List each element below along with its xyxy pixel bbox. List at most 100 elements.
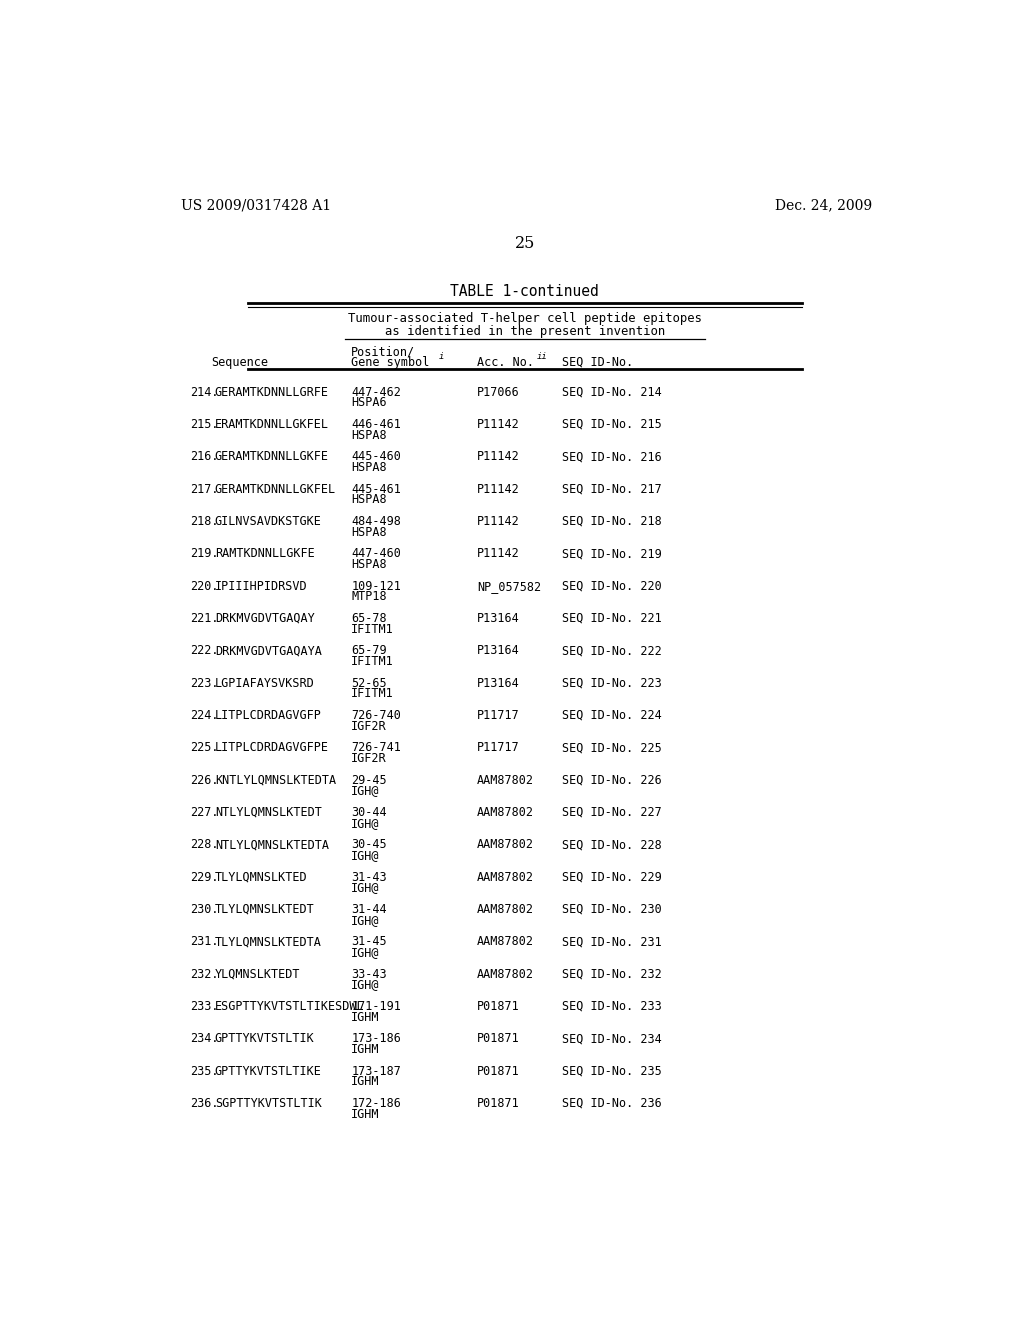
Text: IGH@: IGH@ xyxy=(351,849,380,862)
Text: SEQ ID-No. 223: SEQ ID-No. 223 xyxy=(562,677,662,689)
Text: DRKMVGDVTGAQAYA: DRKMVGDVTGAQAYA xyxy=(215,644,322,657)
Text: ESGPTTYKVTSTLTIKESDWL: ESGPTTYKVTSTLTIKESDWL xyxy=(215,1001,365,1012)
Text: 173-187: 173-187 xyxy=(351,1065,401,1077)
Text: IPIIIHPIDRSVD: IPIIIHPIDRSVD xyxy=(215,579,307,593)
Text: IGH@: IGH@ xyxy=(351,784,380,797)
Text: SEQ ID-No. 232: SEQ ID-No. 232 xyxy=(562,968,662,981)
Text: TLYLQMNSLKTEDT: TLYLQMNSLKTEDT xyxy=(215,903,314,916)
Text: AAM87802: AAM87802 xyxy=(477,871,534,883)
Text: GERAMTKDNNLLGKFEL: GERAMTKDNNLLGKFEL xyxy=(215,483,336,495)
Text: Sequence: Sequence xyxy=(212,355,268,368)
Text: KNTLYLQMNSLKTEDTA: KNTLYLQMNSLKTEDTA xyxy=(215,774,336,787)
Text: 222.: 222. xyxy=(190,644,218,657)
Text: 172-186: 172-186 xyxy=(351,1097,401,1110)
Text: 234.: 234. xyxy=(190,1032,218,1045)
Text: P11142: P11142 xyxy=(477,450,519,463)
Text: SEQ ID-No. 231: SEQ ID-No. 231 xyxy=(562,936,662,948)
Text: as identified in the present invention: as identified in the present invention xyxy=(385,326,665,338)
Text: TABLE 1-continued: TABLE 1-continued xyxy=(451,284,599,298)
Text: 230.: 230. xyxy=(190,903,218,916)
Text: P13164: P13164 xyxy=(477,644,519,657)
Text: TLYLQMNSLKTED: TLYLQMNSLKTED xyxy=(215,871,307,883)
Text: 484-498: 484-498 xyxy=(351,515,401,528)
Text: 219.: 219. xyxy=(190,548,218,560)
Text: 229.: 229. xyxy=(190,871,218,883)
Text: P11142: P11142 xyxy=(477,548,519,560)
Text: GERAMTKDNNLLGRFE: GERAMTKDNNLLGRFE xyxy=(215,385,329,399)
Text: 218.: 218. xyxy=(190,515,218,528)
Text: SEQ ID-No. 235: SEQ ID-No. 235 xyxy=(562,1065,662,1077)
Text: 30-44: 30-44 xyxy=(351,807,387,818)
Text: 445-460: 445-460 xyxy=(351,450,401,463)
Text: GPTTYKVTSTLTIKE: GPTTYKVTSTLTIKE xyxy=(215,1065,322,1077)
Text: HSPA8: HSPA8 xyxy=(351,558,387,572)
Text: 446-461: 446-461 xyxy=(351,418,401,430)
Text: SEQ ID-No. 225: SEQ ID-No. 225 xyxy=(562,742,662,754)
Text: 224.: 224. xyxy=(190,709,218,722)
Text: LITPLCDRDAGVGFP: LITPLCDRDAGVGFP xyxy=(215,709,322,722)
Text: IGHM: IGHM xyxy=(351,1011,380,1024)
Text: 447-460: 447-460 xyxy=(351,548,401,560)
Text: AAM87802: AAM87802 xyxy=(477,903,534,916)
Text: HSPA8: HSPA8 xyxy=(351,461,387,474)
Text: 233.: 233. xyxy=(190,1001,218,1012)
Text: 236.: 236. xyxy=(190,1097,218,1110)
Text: HSPA8: HSPA8 xyxy=(351,525,387,539)
Text: 216.: 216. xyxy=(190,450,218,463)
Text: MTP18: MTP18 xyxy=(351,590,387,603)
Text: IGF2R: IGF2R xyxy=(351,752,387,766)
Text: IGH@: IGH@ xyxy=(351,913,380,927)
Text: 225.: 225. xyxy=(190,742,218,754)
Text: AAM87802: AAM87802 xyxy=(477,838,534,851)
Text: TLYLQMNSLKTEDTA: TLYLQMNSLKTEDTA xyxy=(215,936,322,948)
Text: SEQ ID-No. 229: SEQ ID-No. 229 xyxy=(562,871,662,883)
Text: Tumour-associated T-helper cell peptide epitopes: Tumour-associated T-helper cell peptide … xyxy=(348,313,701,326)
Text: AAM87802: AAM87802 xyxy=(477,807,534,818)
Text: 447-462: 447-462 xyxy=(351,385,401,399)
Text: SEQ ID-No. 217: SEQ ID-No. 217 xyxy=(562,483,662,495)
Text: P01871: P01871 xyxy=(477,1032,519,1045)
Text: 235.: 235. xyxy=(190,1065,218,1077)
Text: SEQ ID-No. 227: SEQ ID-No. 227 xyxy=(562,807,662,818)
Text: AAM87802: AAM87802 xyxy=(477,968,534,981)
Text: 65-78: 65-78 xyxy=(351,612,387,624)
Text: GERAMTKDNNLLGKFE: GERAMTKDNNLLGKFE xyxy=(215,450,329,463)
Text: SEQ ID-No. 221: SEQ ID-No. 221 xyxy=(562,612,662,624)
Text: Dec. 24, 2009: Dec. 24, 2009 xyxy=(775,198,872,213)
Text: SEQ ID-No. 214: SEQ ID-No. 214 xyxy=(562,385,662,399)
Text: 29-45: 29-45 xyxy=(351,774,387,787)
Text: SGPTTYKVTSTLTIK: SGPTTYKVTSTLTIK xyxy=(215,1097,322,1110)
Text: 726-740: 726-740 xyxy=(351,709,401,722)
Text: 31-45: 31-45 xyxy=(351,936,387,948)
Text: 220.: 220. xyxy=(190,579,218,593)
Text: 231.: 231. xyxy=(190,936,218,948)
Text: 217.: 217. xyxy=(190,483,218,495)
Text: i: i xyxy=(438,352,444,362)
Text: NP_057582: NP_057582 xyxy=(477,579,541,593)
Text: SEQ ID-No.: SEQ ID-No. xyxy=(562,355,633,368)
Text: 109-121: 109-121 xyxy=(351,579,401,593)
Text: 173-186: 173-186 xyxy=(351,1032,401,1045)
Text: IFITM1: IFITM1 xyxy=(351,623,394,636)
Text: IFITM1: IFITM1 xyxy=(351,655,394,668)
Text: HSPA6: HSPA6 xyxy=(351,396,387,409)
Text: LITPLCDRDAGVGFPE: LITPLCDRDAGVGFPE xyxy=(215,742,329,754)
Text: 214.: 214. xyxy=(190,385,218,399)
Text: AAM87802: AAM87802 xyxy=(477,774,534,787)
Text: 30-45: 30-45 xyxy=(351,838,387,851)
Text: 33-43: 33-43 xyxy=(351,968,387,981)
Text: P11142: P11142 xyxy=(477,418,519,430)
Text: 31-43: 31-43 xyxy=(351,871,387,883)
Text: SEQ ID-No. 218: SEQ ID-No. 218 xyxy=(562,515,662,528)
Text: IGHM: IGHM xyxy=(351,1043,380,1056)
Text: IGH@: IGH@ xyxy=(351,882,380,895)
Text: DRKMVGDVTGAQAY: DRKMVGDVTGAQAY xyxy=(215,612,314,624)
Text: Acc. No.: Acc. No. xyxy=(477,355,534,368)
Text: RAMTKDNNLLGKFE: RAMTKDNNLLGKFE xyxy=(215,548,314,560)
Text: 171-191: 171-191 xyxy=(351,1001,401,1012)
Text: 226.: 226. xyxy=(190,774,218,787)
Text: Position/: Position/ xyxy=(351,346,416,359)
Text: P01871: P01871 xyxy=(477,1097,519,1110)
Text: NTLYLQMNSLKTEDT: NTLYLQMNSLKTEDT xyxy=(215,807,322,818)
Text: 726-741: 726-741 xyxy=(351,742,401,754)
